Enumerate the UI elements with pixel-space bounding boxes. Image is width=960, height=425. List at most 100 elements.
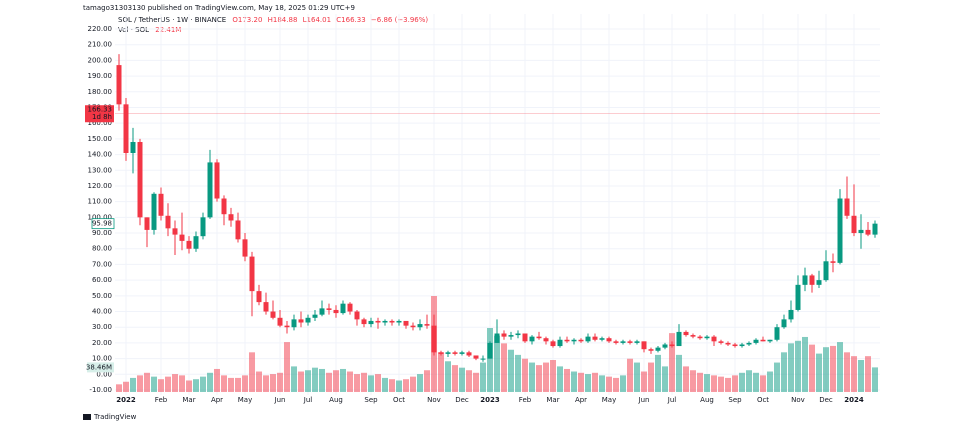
candle-body bbox=[375, 320, 381, 323]
volume-bar bbox=[620, 375, 626, 392]
volume-bar bbox=[795, 340, 801, 392]
volume-bar bbox=[207, 372, 213, 392]
volume-bar bbox=[711, 375, 717, 392]
volume-value: 22.41M bbox=[155, 26, 181, 34]
volume-bar bbox=[249, 352, 255, 392]
x-tick-label: Aug bbox=[329, 396, 343, 404]
volume-bar bbox=[382, 377, 388, 392]
volume-bar bbox=[368, 375, 374, 392]
volume-bar bbox=[494, 335, 500, 392]
candle-body bbox=[844, 198, 850, 216]
volume-bar bbox=[543, 362, 549, 392]
candle-body bbox=[704, 336, 710, 339]
volume-legend: Vol · SOL 22.41M bbox=[118, 26, 181, 34]
volume-bar bbox=[571, 371, 577, 392]
candle-body bbox=[662, 344, 668, 348]
volume-bar bbox=[256, 371, 262, 392]
volume-bar bbox=[424, 370, 430, 392]
candle-body bbox=[263, 302, 269, 312]
candle-body bbox=[347, 303, 353, 312]
volume-bar bbox=[858, 360, 864, 392]
candle-body bbox=[382, 320, 388, 323]
volume-bar bbox=[522, 358, 528, 392]
volume-bar bbox=[123, 381, 129, 392]
x-tick-label: Feb bbox=[519, 396, 532, 404]
candle-body bbox=[872, 223, 878, 235]
candle-body bbox=[613, 341, 619, 343]
candle-body bbox=[501, 333, 507, 337]
volume-bar bbox=[221, 375, 227, 392]
y-tick-label: 10.00 bbox=[92, 355, 112, 363]
volume-bars bbox=[116, 296, 878, 392]
candle-body bbox=[522, 333, 528, 342]
y-tick-label: 110.00 bbox=[88, 198, 113, 206]
published-line: tamago31303130 published on TradingView.… bbox=[83, 4, 355, 12]
volume-bar bbox=[298, 371, 304, 392]
candle-body bbox=[340, 303, 346, 314]
candle-body bbox=[851, 215, 857, 234]
y-tick-label: 30.00 bbox=[92, 323, 112, 331]
candle-body bbox=[795, 284, 801, 310]
candle-body bbox=[788, 309, 794, 320]
volume-bar bbox=[599, 375, 605, 392]
candle-body bbox=[452, 352, 458, 354]
volume-bar bbox=[375, 374, 381, 392]
volume-bar bbox=[557, 366, 563, 392]
candle-body bbox=[235, 220, 241, 240]
volume-bar bbox=[410, 376, 416, 392]
volume-bar bbox=[669, 333, 675, 392]
candle-body bbox=[802, 275, 808, 285]
volume-bar bbox=[116, 384, 122, 392]
x-tick-label: Apr bbox=[575, 396, 587, 404]
candle-body bbox=[508, 335, 514, 337]
last-close-box bbox=[91, 218, 115, 230]
x-tick-label: Jul bbox=[303, 396, 313, 404]
volume-bar bbox=[781, 352, 787, 392]
volume-bar bbox=[480, 362, 486, 392]
volume-bar bbox=[844, 352, 850, 392]
volume-bar bbox=[823, 347, 829, 392]
candle-body bbox=[711, 336, 717, 342]
volume-bar bbox=[767, 371, 773, 392]
y-tick-label: 40.00 bbox=[92, 308, 112, 316]
candle-body bbox=[823, 261, 829, 281]
volume-bar bbox=[837, 342, 843, 392]
x-tick-label: 2024 bbox=[844, 396, 864, 404]
volume-bar bbox=[809, 344, 815, 392]
volume-bar bbox=[683, 366, 689, 392]
volume-bar bbox=[788, 343, 794, 392]
ohlc-open: O173.20 bbox=[232, 16, 262, 24]
candle-body bbox=[270, 311, 276, 318]
volume-bar bbox=[655, 354, 661, 392]
volume-bar bbox=[753, 372, 759, 392]
candle-body bbox=[515, 333, 521, 336]
candle-body bbox=[753, 339, 759, 343]
x-tick-label: Sep bbox=[728, 396, 742, 404]
candle-body bbox=[543, 338, 549, 342]
volume-bar bbox=[606, 376, 612, 392]
volume-bar bbox=[487, 328, 493, 392]
y-tick-label: 90.00 bbox=[92, 229, 112, 237]
volume-bar bbox=[228, 377, 234, 392]
volume-bar bbox=[172, 374, 178, 392]
candle-body bbox=[186, 240, 192, 249]
candle-body bbox=[599, 338, 605, 340]
volume-bar bbox=[186, 380, 192, 392]
candle-body bbox=[116, 65, 122, 105]
volume-bar bbox=[676, 354, 682, 392]
candle-body bbox=[200, 217, 206, 237]
y-tick-label: 140.00 bbox=[88, 151, 113, 159]
candle-body bbox=[207, 162, 213, 218]
candle-body bbox=[669, 344, 675, 347]
y-tick-label: 160.00 bbox=[88, 119, 113, 127]
y-tick-label: 190.00 bbox=[88, 72, 113, 80]
x-tick-label: Dec bbox=[455, 396, 469, 404]
volume-bar bbox=[760, 375, 766, 392]
volume-bar bbox=[417, 374, 423, 392]
y-tick-label: 60.00 bbox=[92, 276, 112, 284]
candle-body bbox=[193, 236, 199, 249]
last-close-label: 95.98 bbox=[92, 220, 112, 228]
volume-bar bbox=[585, 374, 591, 392]
volume-bar bbox=[501, 343, 507, 392]
volume-bar bbox=[578, 372, 584, 392]
